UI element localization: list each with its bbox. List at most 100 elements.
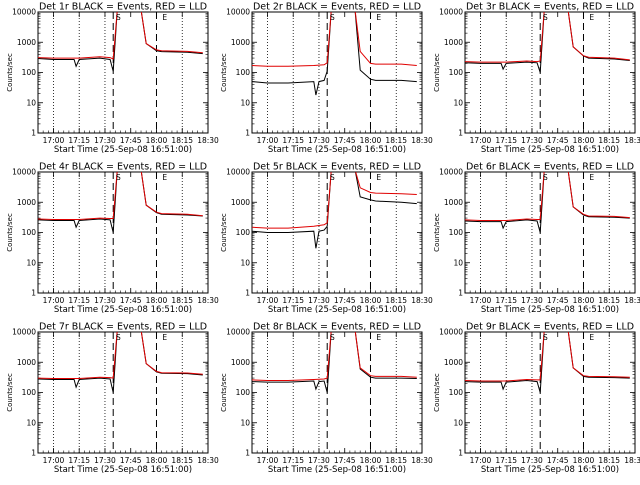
series-group <box>465 332 630 393</box>
y-tick-label: 100 <box>22 228 37 237</box>
x-tick-label: 17:00 <box>43 136 65 145</box>
x-tick-label: 18:00 <box>573 136 595 145</box>
series-line-lld <box>252 172 417 229</box>
x-tick-label: 17:15 <box>495 296 517 305</box>
series-group <box>38 172 203 233</box>
y-tick-label: 1000 <box>17 358 36 367</box>
marker-e: E <box>589 333 594 342</box>
panel-det-6r: Det 6r BLACK = Events, RED = LLD 1 10 100 10… <box>433 162 640 316</box>
x-tick-label: 17:30 <box>308 136 330 145</box>
x-tick-label: 17:30 <box>521 296 543 305</box>
y-tick-label: 100 <box>22 68 37 77</box>
series-line-events <box>465 12 630 73</box>
x-axis-label: Start Time (25-Sep-08 16:51:00) <box>481 465 619 475</box>
series-line-lld <box>38 332 203 379</box>
marker-s: S <box>116 13 121 22</box>
x-tick-label: 17:30 <box>521 456 543 465</box>
x-tick-label: 18:15 <box>598 296 620 305</box>
series-line-lld <box>38 12 203 60</box>
panel-det-7r: Det 7r BLACK = Events, RED = LLD 1 10 100 10… <box>6 322 219 476</box>
x-tick-label: 17:00 <box>470 296 492 305</box>
x-tick-label: 17:30 <box>308 456 330 465</box>
x-tick-label: 17:45 <box>120 296 142 305</box>
y-axis-label: Counts/sec <box>220 213 228 252</box>
plot-title: Det 2r BLACK = Events, RED = LLD <box>253 2 421 13</box>
x-tick-label: 17:15 <box>68 136 90 145</box>
series-line-lld <box>252 332 417 381</box>
marker-s: S <box>116 173 121 182</box>
y-tick-label: 10000 <box>439 168 463 177</box>
y-tick-label: 1 <box>458 289 463 298</box>
x-axis-label: Start Time (25-Sep-08 16:51:00) <box>54 465 192 475</box>
series-line-events <box>465 332 630 393</box>
y-tick-label: 1000 <box>231 358 250 367</box>
plot-title: Det 7r BLACK = Events, RED = LLD <box>39 322 207 333</box>
y-tick-label: 1 <box>458 449 463 458</box>
series-line-events <box>252 172 417 249</box>
series-line-events <box>252 12 417 96</box>
x-tick-label: 18:15 <box>598 136 620 145</box>
x-tick-label: 18:15 <box>385 456 407 465</box>
x-axis-label: Start Time (25-Sep-08 16:51:00) <box>481 305 619 315</box>
y-tick-label: 1 <box>245 289 250 298</box>
y-tick-label: 1 <box>31 289 36 298</box>
x-tick-label: 18:30 <box>197 456 219 465</box>
x-tick-label: 18:00 <box>146 456 168 465</box>
y-tick-label: 100 <box>22 388 37 397</box>
series-group <box>252 12 417 96</box>
marker-e: E <box>162 13 167 22</box>
y-tick-label: 100 <box>236 228 251 237</box>
x-tick-label: 18:00 <box>360 456 382 465</box>
x-tick-label: 17:15 <box>282 456 304 465</box>
y-tick-label: 10 <box>453 258 463 267</box>
marker-s: S <box>330 13 335 22</box>
x-tick-label: 17:15 <box>282 296 304 305</box>
x-tick-label: 18:15 <box>171 296 193 305</box>
panel-det-3r: Det 3r BLACK = Events, RED = LLD 1 10 100 10… <box>433 2 640 156</box>
y-tick-label: 1000 <box>231 38 250 47</box>
x-axis-label: Start Time (25-Sep-08 16:51:00) <box>268 305 406 315</box>
x-tick-label: 17:15 <box>495 136 517 145</box>
y-tick-label: 10000 <box>226 168 250 177</box>
x-tick-label: 17:45 <box>334 456 356 465</box>
panel-det-4r: Det 4r BLACK = Events, RED = LLD 1 10 100 10… <box>6 162 219 316</box>
marker-s: S <box>330 173 335 182</box>
x-tick-label: 17:30 <box>94 296 116 305</box>
x-tick-label: 17:30 <box>521 136 543 145</box>
x-tick-label: 18:15 <box>171 456 193 465</box>
x-tick-label: 17:45 <box>547 136 569 145</box>
y-tick-label: 1000 <box>444 38 463 47</box>
x-tick-label: 18:00 <box>360 136 382 145</box>
series-group <box>465 172 630 233</box>
x-tick-label: 17:15 <box>495 456 517 465</box>
x-tick-label: 17:00 <box>43 456 65 465</box>
plot-title: Det 9r BLACK = Events, RED = LLD <box>466 322 634 333</box>
y-tick-label: 1 <box>245 129 250 138</box>
x-tick-label: 17:30 <box>94 456 116 465</box>
y-tick-label: 1000 <box>444 198 463 207</box>
x-axis-label: Start Time (25-Sep-08 16:51:00) <box>268 465 406 475</box>
series-line-events <box>252 332 417 393</box>
series-group <box>465 12 630 73</box>
x-tick-label: 18:00 <box>360 296 382 305</box>
x-axis-label: Start Time (25-Sep-08 16:51:00) <box>54 305 192 315</box>
x-tick-label: 17:45 <box>547 456 569 465</box>
plot-title: Det 1r BLACK = Events, RED = LLD <box>39 2 207 13</box>
x-axis-label: Start Time (25-Sep-08 16:51:00) <box>54 145 192 155</box>
y-tick-label: 100 <box>449 228 464 237</box>
x-tick-label: 17:45 <box>334 136 356 145</box>
x-tick-label: 18:15 <box>171 136 193 145</box>
x-tick-label: 18:30 <box>624 296 640 305</box>
y-axis-label: Counts/sec <box>6 53 14 92</box>
x-tick-label: 18:30 <box>411 456 433 465</box>
y-tick-label: 10000 <box>12 8 36 17</box>
marker-e: E <box>162 333 167 342</box>
panel-det-2r: Det 2r BLACK = Events, RED = LLD 1 10 100 10… <box>220 2 433 156</box>
y-tick-label: 10 <box>453 98 463 107</box>
y-tick-label: 1 <box>245 449 250 458</box>
plot-title: Det 4r BLACK = Events, RED = LLD <box>39 162 207 173</box>
x-tick-label: 17:30 <box>308 296 330 305</box>
x-tick-label: 17:45 <box>547 296 569 305</box>
x-tick-label: 18:30 <box>624 456 640 465</box>
series-line-lld <box>38 172 203 220</box>
